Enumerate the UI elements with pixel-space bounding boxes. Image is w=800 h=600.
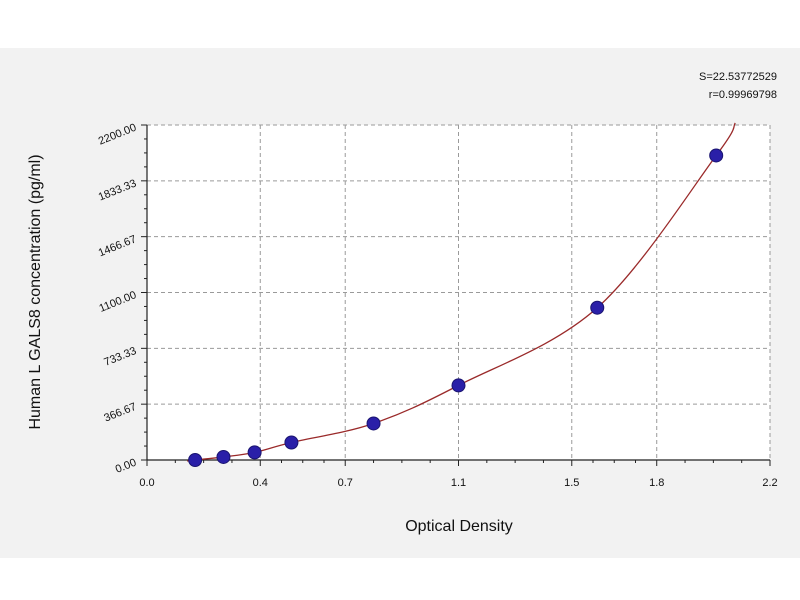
x-axis-title: Optical Density [405,518,513,535]
x-tick-label: 0.7 [338,477,353,489]
data-point [366,416,381,431]
data-point [247,445,262,460]
data-point [451,378,466,393]
stat-s-value: S=22.53772529 [699,71,777,83]
axes [141,124,771,466]
stat-r-value: r=0.99969798 [709,89,777,101]
x-tick-label: 0.4 [253,477,268,489]
y-tick-label: 1100.00 [98,289,139,315]
y-tick-label: 1833.33 [97,177,138,203]
x-tick-labels: 0.0 0.4 0.7 1.1 1.5 1.8 2.2 [139,477,777,489]
grid-lines [147,124,771,460]
y-tick-labels: 0.00 366.67 733.33 1100.00 1466.67 1833.33 220… [97,122,138,476]
y-axis-title: Human L GALS8 concentration (pg/ml) [27,154,44,429]
data-point [216,449,231,464]
x-tick-label: 0.0 [139,477,154,489]
x-tick-label: 1.1 [451,477,466,489]
y-tick-label: 0.00 [114,457,138,476]
y-tick-label: 366.67 [102,401,138,425]
y-tick-label: 2200.00 [97,122,138,148]
y-tick-label: 1466.67 [97,233,138,259]
data-point [284,435,299,450]
y-tick-label: 733.33 [102,345,138,369]
data-point [709,148,724,163]
data-point [188,453,203,467]
x-tick-label: 2.2 [762,477,777,489]
x-tick-label: 1.8 [649,477,664,489]
data-point [590,300,605,315]
data-points [188,148,724,467]
x-tick-label: 1.5 [564,477,579,489]
